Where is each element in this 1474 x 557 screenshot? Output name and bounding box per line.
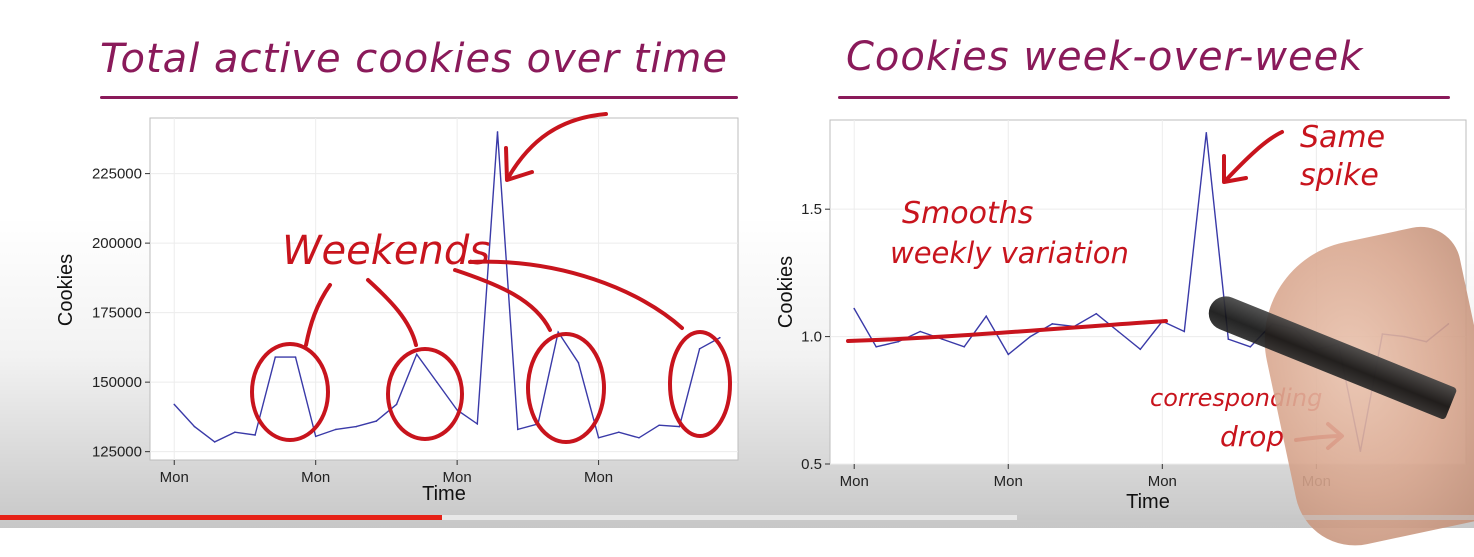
handwritten-annotations (250, 112, 1344, 450)
data-point (436, 381, 438, 383)
data-point (963, 345, 966, 348)
data-point (638, 436, 640, 439)
smooth-trend-line (846, 319, 1168, 343)
data-point (1051, 323, 1054, 325)
data-point (1139, 348, 1142, 351)
data-point (678, 425, 681, 428)
data-point (314, 435, 317, 438)
spike-arrowhead-right (1222, 154, 1248, 184)
data-point (985, 315, 988, 318)
y-tick-label: 0.5 (801, 456, 822, 473)
weekend-circle-1 (250, 342, 330, 442)
x-tick-label: Mon (301, 469, 330, 486)
data-point (294, 356, 297, 358)
y-axis-right: 0.5 1.0 1.5 (801, 201, 830, 473)
data-point (1007, 353, 1010, 356)
data-point (1205, 131, 1208, 134)
video-progress-bar[interactable] (0, 515, 1474, 520)
annotation-weekends: Weekends (282, 228, 491, 274)
weekend-circle-2 (386, 347, 464, 441)
data-point (173, 403, 176, 406)
data-point (698, 347, 701, 350)
weekend-pointer-1 (304, 283, 332, 347)
data-point (658, 424, 660, 427)
x-tick-label: Mon (160, 469, 189, 486)
data-point (1029, 335, 1032, 338)
x-axis-left: Mon Mon Mon Mon (160, 460, 613, 486)
x-tick-label: Mon (443, 469, 472, 486)
data-point (919, 330, 922, 333)
data-point (719, 336, 721, 339)
annotation-smooths: Smooths (902, 196, 1034, 231)
annotation-spike: spike (1300, 158, 1379, 193)
x-axis-label-right: Time (1126, 491, 1170, 513)
x-tick-label: Mon (994, 473, 1023, 490)
data-point (941, 338, 944, 340)
series-line-left (173, 131, 721, 443)
data-point (274, 356, 277, 358)
data-point (335, 428, 337, 431)
x-tick-label: Mon (840, 473, 869, 490)
x-tick-label: Mon (584, 469, 613, 486)
y-tick-label: 225000 (92, 166, 142, 183)
weekend-circle-3 (526, 332, 606, 444)
series-points-left (173, 131, 721, 443)
data-point (1183, 330, 1186, 333)
y-tick-label: 200000 (92, 235, 142, 252)
y-tick-label: 125000 (92, 444, 142, 461)
data-point (597, 436, 600, 439)
y-tick-label: 150000 (92, 374, 142, 391)
title-underline-right (838, 96, 1450, 99)
x-tick-label: Mon (1148, 473, 1177, 490)
spike-arrow-left (506, 112, 608, 180)
y-tick-label: 175000 (92, 305, 142, 322)
data-point (516, 428, 519, 431)
y-axis-left: 125000 150000 175000 200000 225000 (92, 166, 150, 461)
weekend-circle-4 (668, 330, 732, 438)
data-point (234, 431, 236, 433)
data-point (254, 434, 256, 436)
y-tick-label: 1.0 (801, 329, 822, 346)
data-point (375, 420, 378, 422)
spike-arrow-right (1224, 130, 1284, 182)
video-buffered-bar (0, 515, 1018, 520)
data-point (1249, 345, 1252, 348)
x-axis-label-left: Time (422, 483, 466, 505)
data-point (897, 340, 900, 343)
data-point (875, 345, 878, 348)
data-point (1117, 330, 1120, 333)
data-point (213, 441, 216, 443)
data-point (476, 423, 479, 425)
y-axis-label-left: Cookies (55, 254, 77, 326)
weekend-pointer-2 (366, 278, 418, 347)
chart-title-right: Cookies week-over-week (846, 34, 1364, 80)
data-point (415, 353, 418, 356)
data-point (193, 425, 196, 428)
data-point (395, 403, 398, 406)
data-point (853, 307, 856, 310)
data-point (557, 331, 559, 333)
chart-title-left: Total active cookies over time (100, 36, 728, 82)
y-tick-label: 1.5 (801, 201, 822, 218)
data-point (496, 131, 499, 133)
plot-area-left (149, 117, 739, 461)
spike-arrowhead-left (504, 146, 534, 182)
data-point (1095, 312, 1098, 315)
data-point (355, 425, 357, 428)
video-played-bar (0, 515, 443, 520)
gridlines-left (150, 118, 738, 460)
weekend-pointer-3 (453, 268, 552, 332)
annotation-same: Same (1300, 120, 1386, 155)
data-point (617, 431, 620, 433)
annotation-weekly-variation: weekly variation (890, 236, 1129, 270)
y-axis-label-right: Cookies (775, 256, 797, 328)
annotation-drop: drop (1220, 420, 1285, 453)
title-underline-left (100, 96, 738, 99)
weekend-pointer-4 (468, 259, 684, 330)
data-point (577, 361, 580, 364)
data-point (1227, 338, 1230, 340)
